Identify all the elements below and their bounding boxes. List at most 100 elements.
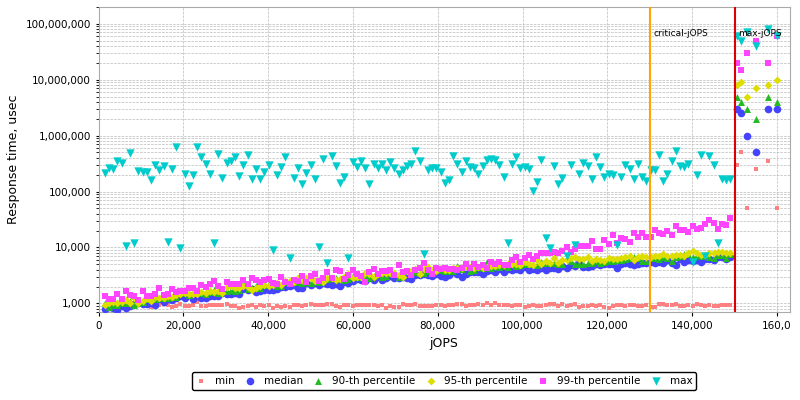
95-th percentile: [367, 274, 380, 280]
99-th percentile: [627, 230, 640, 236]
max: [569, 242, 582, 248]
max: [674, 162, 686, 169]
max: [573, 170, 586, 177]
max: [145, 177, 158, 184]
max: [489, 157, 502, 164]
95-th percentile: [703, 249, 716, 256]
min: [564, 302, 577, 308]
max: [350, 164, 363, 170]
median: [195, 295, 208, 301]
90-th percentile: [375, 274, 388, 281]
max: [178, 170, 191, 177]
99-th percentile: [128, 293, 141, 299]
95-th percentile: [203, 288, 216, 294]
median: [598, 261, 610, 267]
median: [489, 269, 502, 275]
min: [358, 302, 371, 308]
min: [174, 300, 187, 307]
min: [493, 302, 506, 308]
99-th percentile: [178, 288, 191, 294]
90-th percentile: [325, 274, 338, 281]
max: [162, 239, 174, 245]
median: [380, 274, 393, 281]
90-th percentile: [698, 252, 711, 258]
min: [128, 302, 141, 308]
median: [178, 294, 191, 301]
max: [418, 250, 430, 257]
95-th percentile: [560, 257, 573, 263]
95-th percentile: [631, 254, 644, 260]
95-th percentile: [119, 297, 132, 304]
90-th percentile: [216, 288, 229, 294]
min: [304, 301, 317, 307]
median: [308, 280, 321, 286]
median: [162, 296, 174, 302]
99-th percentile: [166, 285, 178, 292]
90-th percentile: [229, 288, 242, 295]
90-th percentile: [296, 280, 309, 286]
median: [547, 265, 560, 272]
95-th percentile: [330, 277, 342, 284]
95-th percentile: [229, 284, 242, 291]
min: [539, 302, 552, 308]
90-th percentile: [770, 99, 783, 105]
max: [556, 175, 569, 181]
min: [237, 304, 250, 310]
95-th percentile: [476, 265, 489, 272]
99-th percentile: [203, 281, 216, 287]
99-th percentile: [720, 222, 733, 228]
90-th percentile: [346, 272, 359, 279]
min: [262, 302, 275, 308]
median: [531, 266, 544, 273]
99-th percentile: [514, 258, 527, 265]
99-th percentile: [216, 286, 229, 292]
median: [661, 257, 674, 264]
median: [577, 264, 590, 270]
90-th percentile: [102, 304, 115, 310]
95-th percentile: [459, 263, 472, 269]
99-th percentile: [526, 256, 539, 262]
min: [514, 302, 527, 308]
min: [526, 302, 539, 308]
Legend: min, median, 90-th percentile, 95-th percentile, 99-th percentile, max: min, median, 90-th percentile, 95-th per…: [192, 372, 696, 390]
90-th percentile: [401, 268, 414, 274]
90-th percentile: [291, 278, 304, 285]
max: [367, 161, 380, 168]
max: [291, 164, 304, 171]
90-th percentile: [438, 268, 451, 274]
median: [690, 256, 703, 263]
95-th percentile: [291, 275, 304, 281]
max: [690, 172, 703, 179]
90-th percentile: [224, 286, 237, 293]
99-th percentile: [564, 248, 577, 255]
95-th percentile: [493, 262, 506, 268]
99-th percentile: [334, 268, 346, 275]
max: [170, 144, 182, 150]
max: [430, 164, 443, 171]
95-th percentile: [363, 271, 376, 278]
median: [119, 305, 132, 312]
median: [182, 292, 195, 298]
max: [107, 166, 120, 172]
95-th percentile: [552, 260, 565, 266]
min: [657, 301, 670, 308]
min: [170, 302, 182, 309]
90-th percentile: [153, 295, 166, 301]
min: [670, 301, 682, 307]
max: [438, 180, 451, 186]
median: [149, 302, 162, 308]
99-th percentile: [686, 223, 699, 230]
median: [153, 296, 166, 302]
90-th percentile: [308, 278, 321, 284]
95-th percentile: [308, 278, 321, 284]
min: [577, 303, 590, 310]
95-th percentile: [317, 279, 330, 286]
90-th percentile: [119, 300, 132, 306]
max: [342, 255, 354, 261]
max: [531, 179, 544, 186]
99-th percentile: [573, 243, 586, 250]
90-th percentile: [317, 275, 330, 282]
95-th percentile: [741, 93, 754, 100]
95-th percentile: [342, 271, 354, 277]
median: [321, 281, 334, 288]
